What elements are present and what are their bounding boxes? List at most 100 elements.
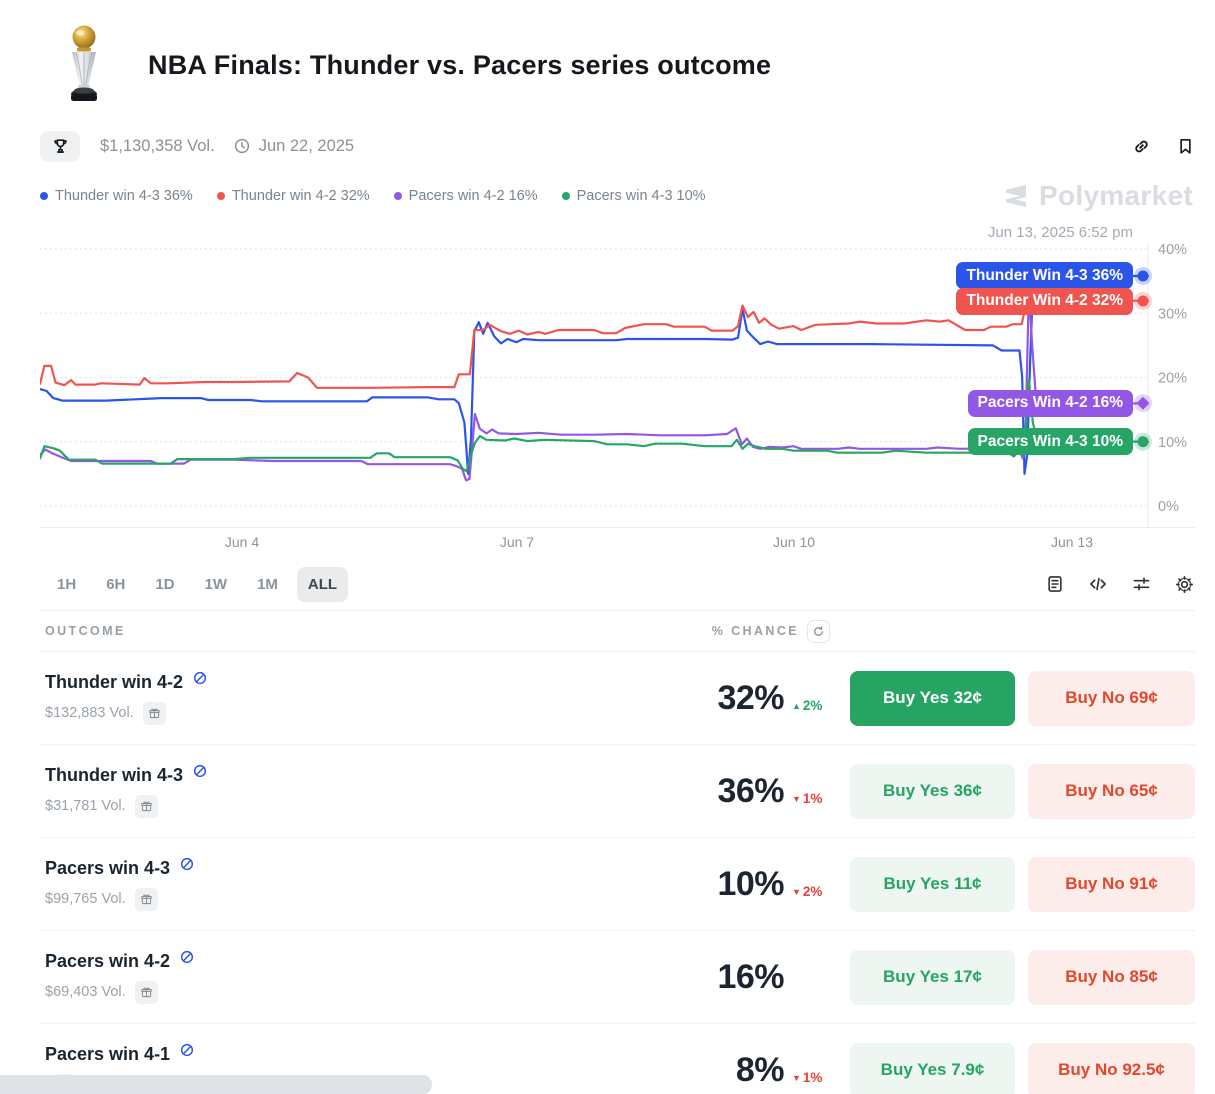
timeframe-button-1w[interactable]: 1W [194,567,239,602]
rewards-gift-icon[interactable] [142,701,166,725]
outcome-chart-link-icon[interactable] [179,1042,195,1058]
outcome-row: Thunder win 4-2 $132,883 Vol. 32% ▲ 2% Buy Ye… [40,652,1195,745]
chart-legend: Thunder win 4-3 36% Thunder win 4-2 32% Pa… [40,188,1195,204]
outcomes-table-header: OUTCOME % CHANCE [40,611,1195,652]
trade-buttons: Buy Yes 7.9¢ Buy No 92.5¢ [850,1042,1195,1094]
down-arrow-icon: ▼ [792,886,801,897]
buy-yes-button[interactable]: Buy Yes 11¢ [850,856,1015,912]
outcome-name: Pacers win 4-2 [45,950,171,971]
gear-icon[interactable] [1174,574,1195,595]
outcome-chart-link-icon[interactable] [179,856,195,872]
y-axis-tick-label: 10% [1158,435,1187,451]
down-arrow-icon: ▼ [792,793,801,804]
trade-buttons: Buy Yes 36¢ Buy No 65¢ [850,763,1195,819]
chance-change: ▼ 2% [792,884,823,899]
series-end-marker-icon [1137,270,1149,282]
timeframe-button-1m[interactable]: 1M [246,567,289,602]
outcomes-list: Thunder win 4-2 $132,883 Vol. 32% ▲ 2% Buy Ye… [40,652,1195,1094]
chance-cell: 16% [648,958,838,997]
buy-no-button[interactable]: Buy No 69¢ [1028,670,1195,726]
x-axis-tick-label: Jun 10 [772,534,816,550]
chance-value: 16% [717,957,784,996]
rewards-gift-icon[interactable] [134,887,158,911]
buy-no-button[interactable]: Buy No 91¢ [1028,856,1195,912]
outcome-name: Pacers win 4-3 [45,857,171,878]
outcome-info: Thunder win 4-2 $132,883 Vol. [45,672,648,725]
price-chart[interactable]: 40% 30% 20% 10% 0% Thunder Win 4-3 36% Thunde… [40,242,1195,528]
chance-cell: 10% ▼ 2% [648,865,838,904]
chance-value: 32% [717,678,784,717]
chance-change: ▼ 1% [792,791,823,806]
chance-value: 8% [735,1050,785,1089]
chance-column-header: % CHANCE [711,624,799,638]
series-line-thunder-win-4-2 [40,299,1150,389]
chance-value: 10% [717,864,784,903]
legend-item: Pacers win 4-2 16% [393,188,538,204]
clock-icon [233,137,251,155]
up-arrow-icon: ▲ [792,700,801,711]
outcome-row: Thunder win 4-3 $31,781 Vol. 36% ▼ 1% Buy Yes… [40,745,1195,838]
buy-yes-button[interactable]: Buy Yes 36¢ [850,763,1015,819]
refresh-icon[interactable] [807,619,830,643]
end-date: Jun 22, 2025 [258,136,355,155]
embed-code-icon[interactable] [1087,574,1109,594]
timeframe-button-all[interactable]: ALL [296,566,349,602]
buy-no-button[interactable]: Buy No 65¢ [1028,763,1195,819]
y-axis-tick-label: 0% [1158,499,1179,515]
news-article-icon[interactable] [1045,574,1065,594]
series-end-marker-icon [1137,436,1149,448]
sliders-icon[interactable] [1131,574,1152,594]
buy-no-button[interactable]: Buy No 92.5¢ [1028,1042,1195,1094]
chance-cell: 8% ▼ 1% [648,1051,838,1090]
series-value-pill: Pacers Win 4-3 10% [967,428,1133,456]
buy-yes-button[interactable]: Buy Yes 7.9¢ [850,1042,1015,1094]
market-header: NBA Finals: Thunder vs. Pacers series ou… [58,0,1195,106]
copy-link-icon[interactable] [1131,136,1152,157]
trophy-badge-icon [40,130,80,162]
down-arrow-icon: ▼ [792,1072,801,1083]
outcome-volume: $69,403 Vol. [45,983,126,1000]
outcome-row: Pacers win 4-1 8% ▼ 1% Buy Yes 7.9¢ Buy No 92… [40,1024,1195,1094]
rewards-gift-icon[interactable] [134,794,158,818]
outcome-name: Pacers win 4-1 [45,1043,171,1064]
legend-label: Thunder win 4-2 32% [231,188,370,204]
x-axis-tick-label: Jun 4 [224,534,260,550]
legend-label: Thunder win 4-3 36% [55,188,193,204]
series-end-marker-icon [1136,396,1150,410]
legend-dot-icon [393,192,402,200]
buy-yes-button[interactable]: Buy Yes 17¢ [850,949,1015,1005]
series-value-pill: Thunder Win 4-2 32% [956,287,1133,315]
rewards-gift-icon[interactable] [134,980,158,1004]
chart-x-axis-labels: Jun 4 Jun 7 Jun 10 Jun 13 [40,528,1195,558]
buy-yes-button[interactable]: Buy Yes 32¢ [850,670,1015,726]
total-volume: $1,130,358 Vol. [100,136,215,155]
chance-value: 36% [717,771,784,810]
outcome-chart-link-icon[interactable] [192,763,208,779]
buy-no-button[interactable]: Buy No 85¢ [1028,949,1195,1005]
chance-cell: 36% ▼ 1% [648,772,838,811]
outcome-volume: $132,883 Vol. [45,704,134,721]
timeframe-button-1d[interactable]: 1D [144,567,185,602]
legend-item: Thunder win 4-3 36% [40,188,193,204]
chart-controls: 1H 6H 1D 1W 1M ALL [40,558,1195,611]
outcome-chart-link-icon[interactable] [192,670,208,686]
outcome-row: Pacers win 4-2 $69,403 Vol. 16% Buy Yes 17¢… [40,931,1195,1024]
x-axis-tick-label: Jun 13 [1050,534,1094,550]
bookmark-icon[interactable] [1176,136,1195,157]
outcome-chart-link-icon[interactable] [179,949,195,965]
outcome-name: Thunder win 4-3 [45,764,184,785]
series-value-pill: Thunder Win 4-3 36% [956,262,1133,290]
legend-item: Pacers win 4-3 10% [561,188,706,204]
timeframe-button-6h[interactable]: 6H [95,567,136,602]
outcome-column-header: OUTCOME [45,624,126,638]
x-axis-tick-label: Jun 7 [499,534,535,550]
legend-row: Thunder win 4-3 36% Thunder win 4-2 32% Pa… [40,180,1195,212]
meta-row: $1,130,358 Vol. Jun 22, 2025 [40,130,1195,162]
horizontal-scrollbar-thumb[interactable] [0,1075,432,1094]
legend-dot-icon [561,192,570,200]
series-value-pill: Pacers Win 4-2 16% [967,389,1133,417]
outcome-info: Thunder win 4-3 $31,781 Vol. [45,765,648,818]
trade-buttons: Buy Yes 11¢ Buy No 91¢ [850,856,1195,912]
timeframe-button-1h[interactable]: 1H [46,567,87,602]
outcome-info: Pacers win 4-2 $69,403 Vol. [45,951,648,1004]
